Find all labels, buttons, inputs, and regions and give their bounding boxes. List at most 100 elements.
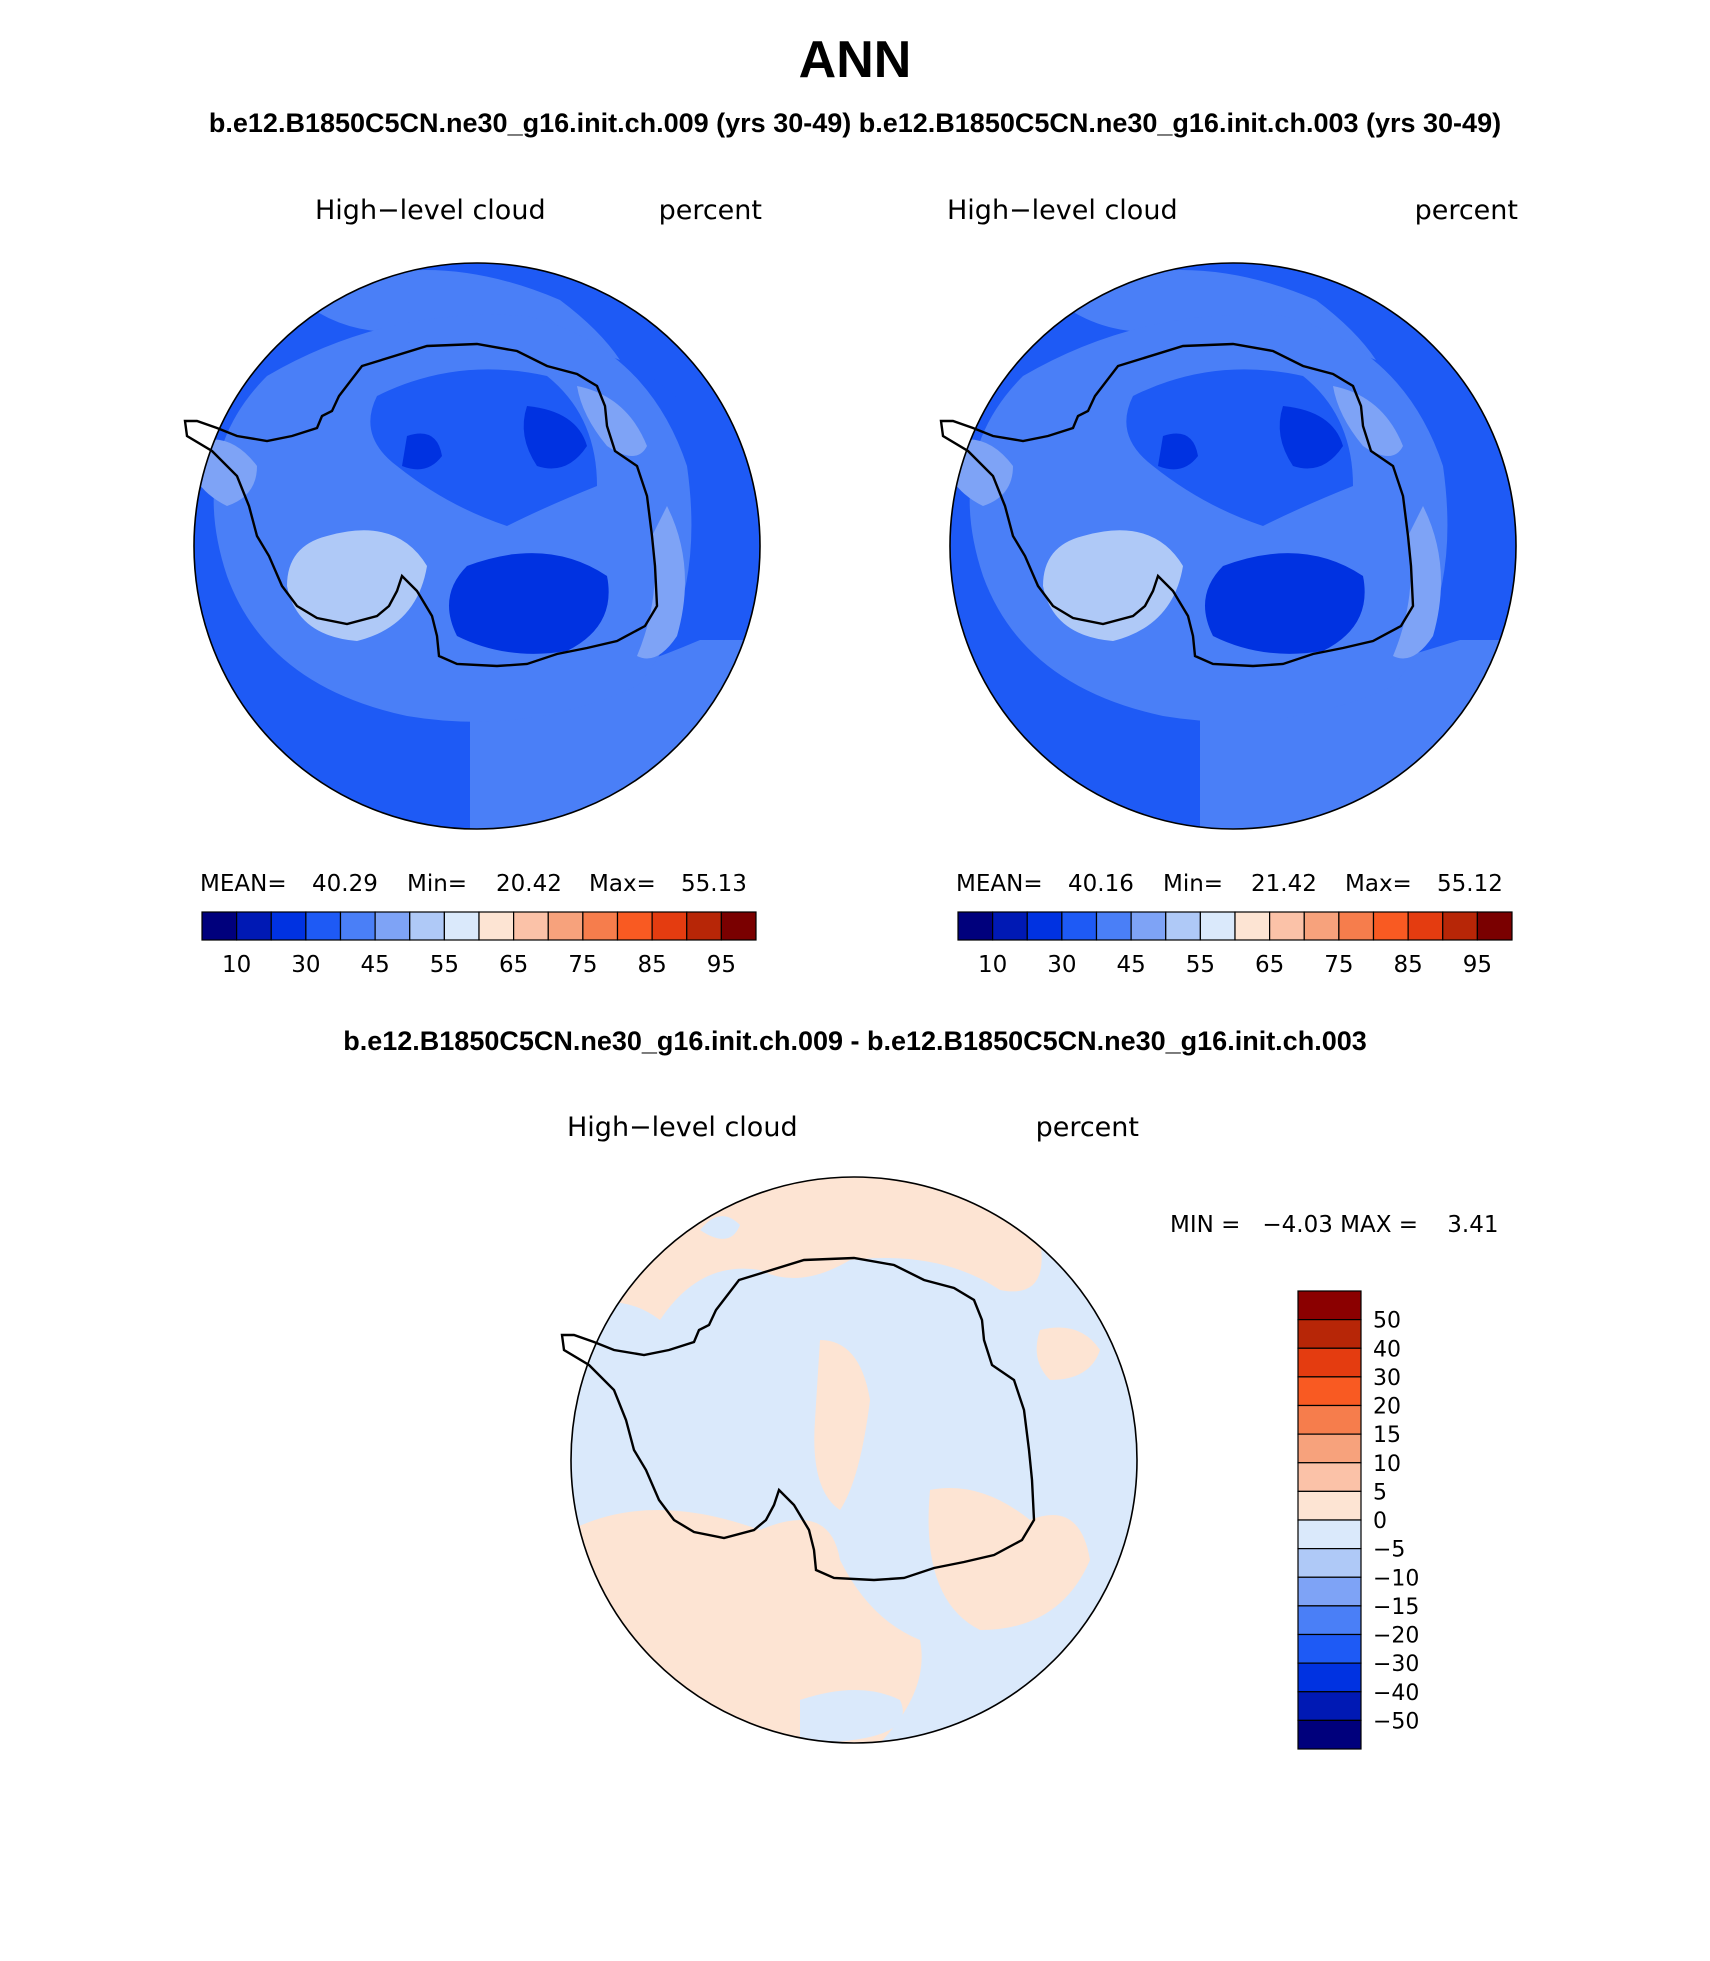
panel1-colorbar-box [443, 911, 480, 941]
panel1-colorbar-tick-label: 45 [360, 952, 389, 978]
diff-colorbar-tick-label: −30 [1373, 1652, 1419, 1677]
diff-colorbar-box [1297, 1548, 1362, 1578]
panel2-max-value: 55.12 [1437, 871, 1503, 897]
panel1-units-label: percent [659, 195, 762, 226]
panel2-units-label: percent [1415, 195, 1518, 226]
panel1-colorbar-box [201, 911, 238, 941]
panel2-colorbar-box [1199, 911, 1236, 941]
panel2-colorbar-tick-label: 75 [1324, 952, 1353, 978]
diff-colorbar-box [1297, 1347, 1362, 1378]
panel2-colorbar-box [1234, 911, 1271, 941]
panel2-field [950, 263, 1516, 829]
panel2-mean-label: MEAN= [956, 871, 1043, 897]
panel1-colorbar-box [651, 911, 688, 941]
panel1-colorbar-box [720, 911, 757, 941]
map-panel-2: High−level cloud percent MEAN= 40.16 Min… [939, 195, 1518, 978]
panel2-colorbar-box [1476, 911, 1513, 941]
diff-colorbar-tick-label: 15 [1373, 1423, 1401, 1448]
panel2-colorbar-box [1130, 911, 1167, 941]
panel2-colorbar-box [1407, 911, 1444, 941]
panel1-field [194, 263, 760, 829]
map-panel-1: High−level cloud percent MEAN= 40.29 Min… [183, 195, 762, 978]
panel2-colorbar-box [1165, 911, 1201, 941]
case-titles: b.e12.B1850C5CN.ne30_g16.init.ch.009 (yr… [208, 108, 1502, 138]
panel1-colorbar-box [374, 911, 411, 941]
panel2-mean-value: 40.16 [1068, 871, 1134, 897]
diff-units-label: percent [1036, 1112, 1139, 1143]
panel1-mean-label: MEAN= [200, 871, 287, 897]
diff-colorbar-box [1297, 1691, 1362, 1721]
panel1-colorbar-box [513, 911, 549, 941]
panel2-colorbar-tick-label: 95 [1463, 952, 1492, 978]
diff-variable-label: High−level cloud [567, 1112, 798, 1143]
panel2-colorbar-box [1372, 911, 1409, 941]
diff-colorbar-box [1297, 1719, 1362, 1750]
diff-colorbar-box [1297, 1376, 1362, 1407]
panel1-colorbar-tick-label: 95 [707, 952, 736, 978]
diff-colorbar-tick-label: −10 [1373, 1566, 1419, 1591]
panel1-colorbar-box [409, 911, 445, 941]
panel1-max-value: 55.13 [681, 871, 747, 897]
panel2-colorbar-box [1269, 911, 1305, 941]
panel2-colorbar: 10 30 45 55 65 75 85 95 [957, 911, 1513, 978]
panel1-min-value: 20.42 [496, 871, 562, 897]
panel1-colorbar: 10 30 45 55 65 75 85 95 [201, 911, 757, 978]
panel1-colorbar-box [236, 911, 272, 941]
difference-panel: High−level cloud percent MIN = −4.03 MAX… [560, 1112, 1499, 1750]
diff-min-max-label: MIN = −4.03 MAX = 3.41 [1170, 1212, 1499, 1238]
panel1-colorbar-box [686, 911, 722, 941]
diff-colorbar-tick-label: −15 [1373, 1595, 1419, 1620]
diff-colorbar-tick-label: −20 [1373, 1624, 1419, 1649]
diff-colorbar-box [1297, 1519, 1362, 1550]
diff-colorbar-tick-label: 50 [1373, 1309, 1401, 1334]
panel2-colorbar-box [1338, 911, 1375, 941]
panel2-colorbar-tick-label: 10 [978, 952, 1007, 978]
diff-colorbar-box [1297, 1633, 1362, 1664]
panel2-colorbar-box [957, 911, 994, 941]
diff-colorbar-tick-label: 10 [1373, 1452, 1401, 1477]
panel1-variable-label: High−level cloud [315, 195, 546, 226]
panel1-colorbar-box [270, 911, 307, 941]
panel1-mean-value: 40.29 [312, 871, 378, 897]
panel2-colorbar-tick-label: 65 [1255, 952, 1284, 978]
diff-colorbar-tick-label: 30 [1373, 1366, 1401, 1391]
panel2-colorbar-box [1061, 911, 1098, 941]
diff-colorbar-tick-label: −50 [1373, 1709, 1419, 1734]
diff-colorbar-tick-label: 5 [1373, 1480, 1387, 1505]
difference-title: b.e12.B1850C5CN.ne30_g16.init.ch.009 - b… [343, 1026, 1367, 1056]
panel1-max-label: Max= [589, 871, 656, 897]
panel2-variable-label: High−level cloud [947, 195, 1178, 226]
panel2-colorbar-box [1026, 911, 1063, 941]
panel1-colorbar-tick-label: 75 [568, 952, 597, 978]
panel1-colorbar-box [339, 911, 376, 941]
diff-colorbar-box [1297, 1433, 1362, 1464]
panel2-colorbar-box [1303, 911, 1340, 941]
panel1-colorbar-box [478, 911, 515, 941]
panel2-colorbar-box [1095, 911, 1132, 941]
diff-colorbar-box [1297, 1605, 1362, 1636]
panel2-colorbar-tick-label: 30 [1047, 952, 1076, 978]
panel2-colorbar-box [992, 911, 1028, 941]
panel1-colorbar-tick-label: 85 [637, 952, 666, 978]
diff-colorbar-tick-label: 0 [1373, 1509, 1387, 1534]
diff-colorbar-box [1297, 1319, 1362, 1349]
panel1-colorbar-box [582, 911, 619, 941]
panel2-colorbar-tick-label: 55 [1186, 952, 1215, 978]
panel1-colorbar-box [547, 911, 584, 941]
panel2-colorbar-tick-label: 45 [1116, 952, 1145, 978]
panel1-colorbar-box [616, 911, 653, 941]
diff-colorbar-tick-label: −40 [1373, 1681, 1419, 1706]
panel2-min-label: Min= [1163, 871, 1223, 897]
diff-colorbar-box [1297, 1462, 1362, 1492]
panel1-colorbar-box [305, 911, 342, 941]
panel2-colorbar-tick-label: 85 [1393, 952, 1422, 978]
diff-colorbar-box [1297, 1290, 1362, 1321]
diff-colorbar-box [1297, 1662, 1362, 1693]
panel2-min-value: 21.42 [1251, 871, 1317, 897]
panel1-min-label: Min= [407, 871, 467, 897]
diff-colorbar-tick-label: 40 [1373, 1337, 1401, 1362]
diff-colorbar-box [1297, 1404, 1362, 1435]
diff-colorbar-box [1297, 1490, 1362, 1521]
